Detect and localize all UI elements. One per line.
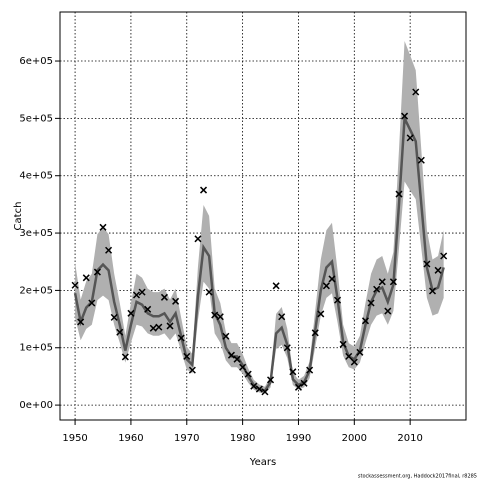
- observed-point: [233, 355, 241, 363]
- observed-point: [250, 382, 258, 390]
- observed-point: [389, 278, 397, 286]
- observed-point: [367, 299, 375, 307]
- observed-point: [172, 297, 180, 305]
- observed-point: [322, 282, 330, 290]
- observed-point: [127, 309, 135, 317]
- observed-point: [272, 282, 280, 290]
- observed-point: [177, 334, 185, 342]
- observed-point: [121, 353, 129, 361]
- observed-point: [401, 112, 409, 120]
- y-tick-label: 2e+05: [19, 285, 53, 296]
- observed-point: [99, 223, 107, 231]
- observed-point: [267, 376, 275, 384]
- y-tick-label: 3e+05: [19, 228, 53, 239]
- observed-point: [110, 313, 118, 321]
- observed-point: [423, 260, 431, 268]
- observed-point: [160, 293, 168, 301]
- observed-point: [93, 268, 101, 276]
- observed-point: [227, 351, 235, 359]
- observed-point: [300, 379, 308, 387]
- y-tick-label: 4e+05: [19, 171, 53, 182]
- observed-point: [339, 340, 347, 348]
- x-tick-label: 2000: [342, 433, 367, 444]
- observed-point: [144, 305, 152, 313]
- y-axis-label: Catch: [13, 202, 24, 231]
- observed-point: [356, 348, 364, 356]
- observed-point: [205, 288, 213, 296]
- x-tick-label: 1950: [62, 433, 87, 444]
- observed-point: [406, 134, 414, 142]
- observed-point: [132, 291, 141, 299]
- observed-point: [294, 383, 302, 391]
- observed-point: [188, 366, 196, 374]
- x-tick-label: 1970: [174, 433, 199, 444]
- observed-point: [434, 266, 442, 274]
- y-tick-label: 5e+05: [19, 113, 53, 124]
- y-tick-label: 1e+05: [19, 343, 53, 354]
- observed-point: [334, 296, 342, 304]
- plot-frame: [59, 11, 467, 421]
- observed-point: [166, 322, 174, 330]
- x-tick-label: 1990: [286, 433, 311, 444]
- observed-point: [261, 388, 269, 396]
- observed-point: [278, 313, 286, 321]
- observed-point: [255, 385, 263, 393]
- observed-point: [194, 235, 202, 243]
- observed-point: [105, 246, 113, 254]
- observed-point: [88, 299, 96, 307]
- observed-point: [149, 324, 157, 332]
- observed-point: [412, 88, 420, 96]
- observed-point: [428, 287, 437, 295]
- observed-point: [155, 323, 163, 331]
- observed-point: [317, 310, 325, 318]
- observed-point: [239, 363, 247, 371]
- x-tick-label: 2010: [397, 433, 422, 444]
- observed-point: [77, 318, 85, 326]
- observed-point: [350, 358, 358, 366]
- observed-point: [378, 278, 386, 286]
- observed-point: [199, 186, 208, 194]
- observed-point: [183, 352, 191, 360]
- observed-point: [71, 281, 79, 289]
- x-tick-label: 1980: [230, 433, 255, 444]
- observed-point: [345, 352, 353, 360]
- x-axis-label: Years: [249, 457, 276, 468]
- observed-point: [361, 317, 370, 325]
- y-tick-label: 6e+05: [19, 56, 53, 67]
- observed-point: [311, 329, 319, 337]
- observed-point: [216, 313, 224, 321]
- observed-point: [440, 252, 448, 260]
- observed-point: [283, 344, 291, 352]
- observed-point: [373, 285, 381, 293]
- observed-point: [328, 275, 336, 283]
- observed-point: [289, 368, 297, 376]
- observed-point: [384, 307, 392, 315]
- confidence-band: [75, 40, 444, 394]
- footnote: stockassessment.org, Haddock2017final, r…: [358, 474, 477, 480]
- observed-point: [211, 311, 219, 319]
- fit-line: [73, 113, 445, 393]
- observed-point: [306, 366, 314, 374]
- observed-point: [417, 156, 425, 164]
- observed-point: [82, 274, 90, 282]
- observed-point: [222, 332, 230, 340]
- observed-point: [138, 288, 146, 296]
- observed-point: [116, 328, 124, 336]
- observed-point: [395, 190, 403, 198]
- x-tick-label: 1960: [118, 433, 143, 444]
- y-tick-label: 0e+00: [19, 400, 53, 411]
- observed-point: [244, 370, 252, 378]
